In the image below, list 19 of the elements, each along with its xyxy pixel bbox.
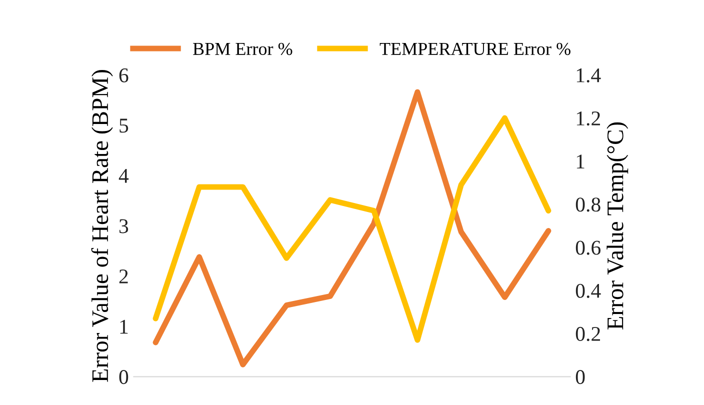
legend-label: TEMPERATURE Error % [380,42,570,56]
y-tick-label: 2 [119,270,128,284]
y2-tick-label: 0.6 [576,240,601,255]
y2-tick-label: 0 [576,370,585,384]
y-axis-title: Error Value of Heart Rate (BPM) [91,70,113,382]
y-tick-label: 1 [120,320,128,334]
y2-tick-label: 1.2 [576,111,600,126]
y-tick-label: 6 [119,68,128,82]
y2-tick-label: 1.4 [576,68,601,82]
y2-tick-label: 0.2 [576,326,600,342]
y2-tick-label: 1 [576,154,584,168]
y-tick-label: 0 [119,370,128,384]
y-tick-label: 4 [118,169,129,183]
legend-label: BPM Error % [193,42,292,56]
y-tick-label: 3 [119,219,128,234]
y2-tick-label: 0.4 [576,284,601,298]
y-tick-label: 5 [120,118,128,133]
y2-tick-label: 0.8 [576,198,600,212]
y2-axis-title: Error Value Temp(°C) [606,122,628,330]
